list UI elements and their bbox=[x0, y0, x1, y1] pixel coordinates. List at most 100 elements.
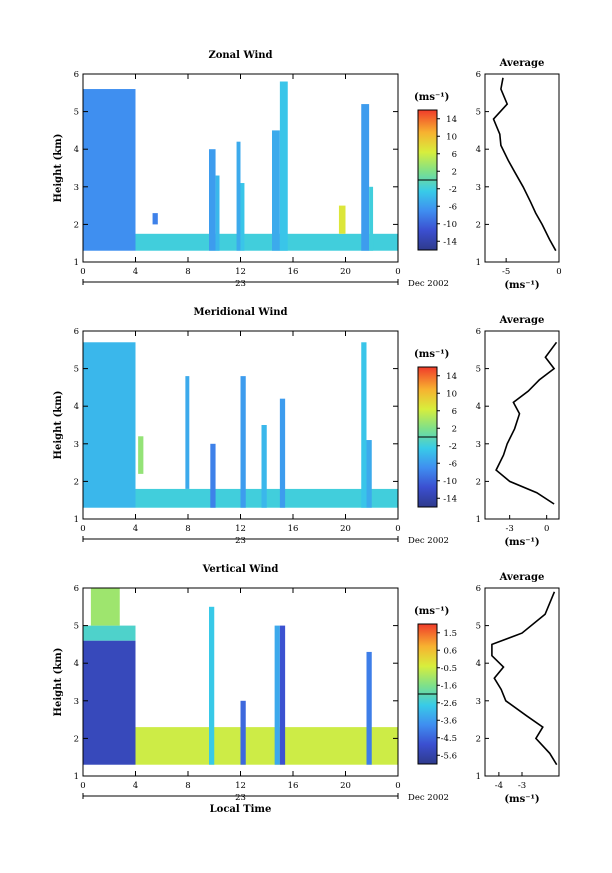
y-tick-label: 2 bbox=[74, 734, 79, 744]
colorbar-tick-label: -14 bbox=[443, 237, 457, 247]
data-block bbox=[240, 376, 246, 508]
profile-x-tick-label: 0 bbox=[544, 524, 549, 534]
colorbar-tick-label: 2 bbox=[452, 167, 457, 177]
x-tick-label: 20 bbox=[340, 781, 351, 791]
x-tick-label: 16 bbox=[288, 781, 299, 791]
x-axis-label: Local Time bbox=[210, 804, 272, 815]
profile-x-label: (ms⁻¹) bbox=[504, 537, 539, 548]
colorbar-tick-label: -2 bbox=[449, 185, 457, 195]
colorbar-tick-label: -2.6 bbox=[441, 699, 457, 709]
x-tick-label: 8 bbox=[185, 524, 190, 534]
data-block bbox=[83, 89, 136, 251]
y-tick-label: 1 bbox=[74, 515, 79, 525]
colorbar-tick-label: -0.5 bbox=[441, 664, 457, 674]
date-month: Dec 2002 bbox=[408, 279, 449, 289]
profile-title: Average bbox=[499, 315, 545, 326]
data-block bbox=[152, 213, 158, 225]
profile-line bbox=[492, 77, 557, 252]
data-block bbox=[261, 425, 267, 508]
profile-x-label: (ms⁻¹) bbox=[504, 794, 539, 805]
x-tick-label: 12 bbox=[235, 524, 246, 534]
profile-y-tick-label: 1 bbox=[476, 515, 481, 525]
colorbar-tick-label: 14 bbox=[446, 372, 457, 382]
profile-y-tick-label: 3 bbox=[476, 440, 481, 450]
data-block bbox=[279, 625, 286, 765]
data-block bbox=[361, 342, 367, 508]
y-tick-label: 6 bbox=[74, 327, 79, 337]
profile-title: Average bbox=[499, 58, 545, 69]
y-tick-label: 5 bbox=[74, 622, 79, 632]
profile-y-tick-label: 1 bbox=[476, 258, 481, 268]
data-block bbox=[272, 130, 280, 251]
profile-y-tick-label: 3 bbox=[476, 697, 481, 707]
y-tick-label: 3 bbox=[74, 183, 79, 193]
profile-x-tick-label: -5 bbox=[502, 267, 510, 277]
y-tick-label: 3 bbox=[74, 440, 79, 450]
colorbar-tick-label: -5.6 bbox=[441, 751, 457, 761]
colorbar-tick-label: -3.6 bbox=[441, 716, 457, 726]
data-block bbox=[279, 81, 288, 251]
profile-x-tick-label: -4 bbox=[495, 781, 503, 791]
panel-title: Vertical Wind bbox=[202, 564, 279, 575]
colorbar-tick-label: -14 bbox=[443, 494, 457, 504]
data-block bbox=[138, 436, 144, 474]
x-tick-label: 4 bbox=[133, 267, 138, 277]
colorbar-tick-label: 0.6 bbox=[443, 646, 457, 656]
profile-y-tick-label: 5 bbox=[476, 108, 481, 118]
x-tick-label: 12 bbox=[235, 781, 246, 791]
colorbar-tick-label: 10 bbox=[446, 389, 457, 399]
profile-frame bbox=[484, 73, 560, 263]
profile-y-tick-label: 4 bbox=[476, 145, 481, 155]
data-block bbox=[274, 625, 280, 765]
profile-y-tick-label: 2 bbox=[476, 220, 481, 230]
profile-y-tick-label: 2 bbox=[476, 477, 481, 487]
date-month: Dec 2002 bbox=[408, 793, 449, 803]
profile-y-tick-label: 6 bbox=[476, 584, 481, 594]
data-block bbox=[90, 588, 120, 626]
profile-x-label: (ms⁻¹) bbox=[504, 280, 539, 291]
y-tick-label: 4 bbox=[74, 659, 79, 669]
colorbar-tick-label: -10 bbox=[443, 220, 457, 230]
data-block bbox=[185, 376, 190, 489]
data-block bbox=[240, 183, 245, 251]
y-tick-label: 2 bbox=[74, 220, 79, 230]
x-tick-label: 0 bbox=[80, 267, 85, 277]
colorbar-tick-label: 10 bbox=[446, 132, 457, 142]
x-tick-label: 0 bbox=[395, 781, 400, 791]
data-block bbox=[135, 233, 398, 251]
colorbar-unit: (ms⁻¹) bbox=[414, 349, 449, 360]
y-tick-label: 5 bbox=[74, 108, 79, 118]
profile-y-tick-label: 6 bbox=[476, 70, 481, 80]
data-block bbox=[209, 149, 216, 251]
y-axis-label: Height (km) bbox=[53, 134, 64, 203]
date-day: 23 bbox=[235, 793, 246, 803]
data-block bbox=[209, 606, 215, 765]
data-block bbox=[366, 651, 372, 765]
profile-y-tick-label: 5 bbox=[476, 365, 481, 375]
data-block bbox=[236, 141, 241, 251]
x-tick-label: 4 bbox=[133, 781, 138, 791]
data-block bbox=[83, 625, 136, 641]
profile-y-tick-label: 4 bbox=[476, 659, 481, 669]
data-block bbox=[135, 727, 398, 765]
x-tick-label: 0 bbox=[80, 781, 85, 791]
x-tick-label: 16 bbox=[288, 524, 299, 534]
data-block bbox=[361, 104, 370, 251]
profile-x-tick-label: -3 bbox=[518, 781, 526, 791]
y-axis-label: Height (km) bbox=[53, 391, 64, 460]
colorbar-tick-label: -10 bbox=[443, 477, 457, 487]
y-tick-label: 5 bbox=[74, 365, 79, 375]
profile-y-tick-label: 3 bbox=[476, 183, 481, 193]
profile-y-tick-label: 2 bbox=[476, 734, 481, 744]
colorbar-tick-label: -4.5 bbox=[441, 734, 457, 744]
colorbar-tick-label: -1.6 bbox=[441, 681, 457, 691]
data-block bbox=[83, 640, 136, 765]
data-block bbox=[210, 443, 216, 508]
colorbar-tick-label: -2 bbox=[449, 442, 457, 452]
profile-y-tick-label: 6 bbox=[476, 327, 481, 337]
x-tick-label: 12 bbox=[235, 267, 246, 277]
y-tick-label: 4 bbox=[74, 402, 79, 412]
